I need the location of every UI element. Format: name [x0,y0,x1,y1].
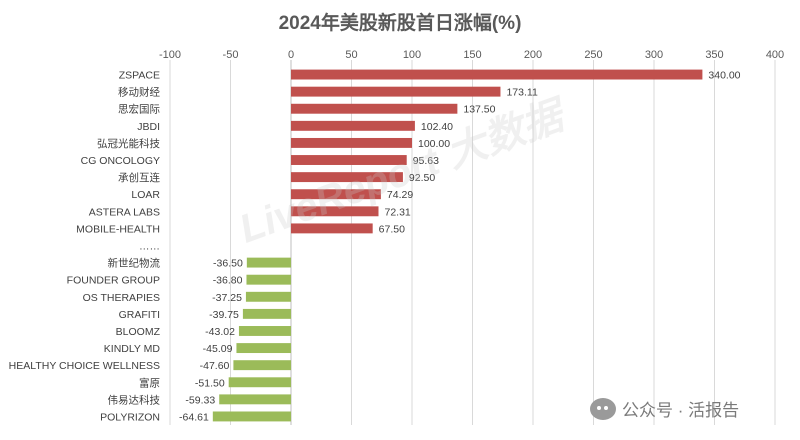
data-label: -36.80 [213,275,243,287]
category-label: 承创互连 [118,171,160,184]
category-label: GRAFITI [119,309,160,321]
bar [233,360,291,371]
bar [291,137,412,148]
category-label: CG ONCOLOGY [81,155,160,167]
data-label: 67.50 [379,223,405,235]
x-tick-label: 400 [766,49,784,61]
bar [242,308,291,319]
bar [246,257,291,268]
data-label: -36.50 [213,258,243,270]
x-tick-label: 0 [288,49,294,61]
data-label: -59.33 [185,394,215,406]
bar [212,411,291,422]
data-label: 137.50 [463,104,495,116]
category-label: LOAR [131,189,160,201]
data-label: -64.61 [179,411,209,423]
category-label: MOBILE-HEALTH [76,223,160,235]
data-label: -37.25 [212,292,242,304]
bar [236,343,291,354]
bar [291,120,415,131]
bar [228,377,291,388]
data-label: 95.63 [413,155,439,167]
x-tick-label: 50 [345,49,357,61]
bar [291,69,703,80]
data-label: -39.75 [209,309,239,321]
category-label: ZSPACE [119,70,160,82]
data-label: 74.29 [387,189,413,201]
bar [291,155,407,165]
category-label: JBDI [137,121,160,133]
x-tick-label: 300 [645,49,663,61]
category-label: 伟易达科技 [108,393,161,406]
data-label: -43.02 [205,326,235,338]
bar [291,103,458,114]
category-label: FOUNDER GROUP [67,275,160,287]
bar [291,189,381,200]
data-label: -45.09 [203,343,233,355]
data-label: -51.50 [195,377,225,389]
bar [291,172,403,183]
category-label: BLOOMZ [116,326,161,338]
category-label: KINDLY MD [104,343,161,355]
bar [245,291,291,302]
x-tick-label: 200 [524,49,542,61]
category-label: OS THERAPIES [83,292,160,304]
category-label: POLYRIZON [100,411,160,423]
bar [238,326,291,336]
bar [219,394,291,405]
x-tick-label: -50 [223,49,239,61]
category-label: …… [139,241,160,253]
x-tick-label: -100 [159,49,181,61]
data-label: 340.00 [708,70,740,82]
data-label: 92.50 [409,172,435,184]
bar [291,86,501,97]
x-tick-label: 150 [463,49,481,61]
bar [291,206,379,217]
category-label: 弘冠光能科技 [97,137,160,150]
bar [246,274,291,285]
bar [291,223,373,234]
wechat-icon [590,397,616,420]
category-label: 移动财经 [118,86,160,99]
chart-title: 2024年美股新股首日涨幅(%) [278,13,522,34]
x-tick-label: 100 [403,49,421,61]
category-label: 新世纪物流 [108,257,161,270]
category-label: 富原 [139,376,160,389]
x-tick-label: 350 [705,49,723,61]
data-label: 173.11 [506,87,537,99]
data-label: 102.40 [421,121,453,133]
x-tick-label: 250 [584,49,602,61]
data-label: 72.31 [384,206,410,218]
data-label: -47.60 [200,360,230,372]
category-label: HEALTHY CHOICE WELLNESS [9,360,160,372]
category-label: 思宏国际 [118,103,160,116]
category-label: ASTERA LABS [89,206,160,218]
footer-text: 公众号 · 活报告 [622,401,740,420]
footer-brand: 公众号 · 活报告 [590,396,739,421]
data-label: 100.00 [418,138,450,150]
